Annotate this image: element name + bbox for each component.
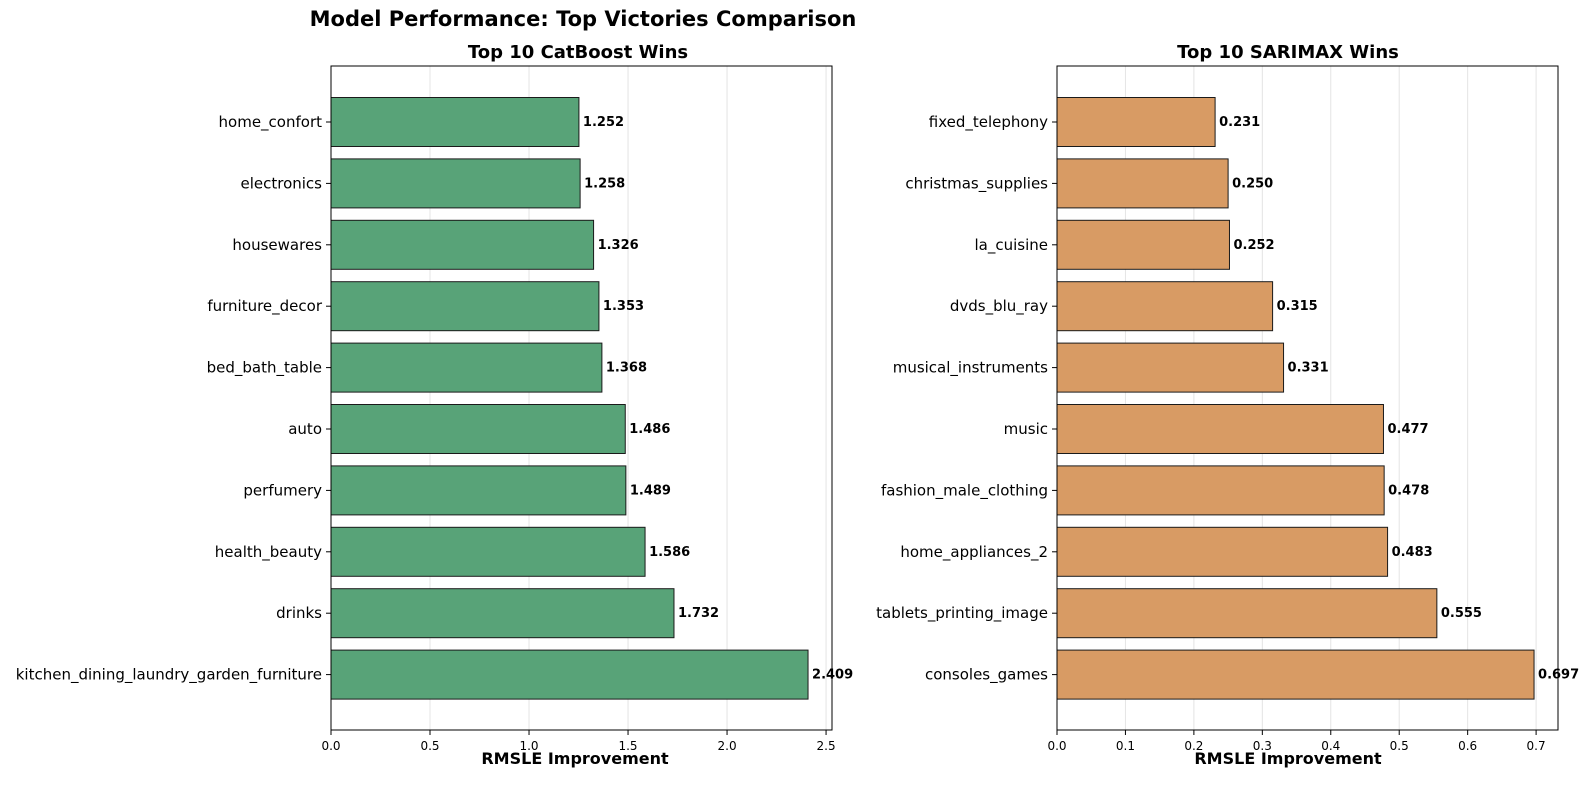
catboost-axes-frame <box>330 65 833 731</box>
sarimax-bar <box>1056 465 1385 516</box>
sarimax-axes-frame <box>1056 65 1559 731</box>
catboost-category-label: drinks <box>276 604 322 622</box>
sarimax-bar <box>1056 526 1389 577</box>
catboost-bar <box>330 465 627 516</box>
sarimax-value-label: 0.315 <box>1277 299 1318 314</box>
catboost-panel: Top 10 CatBoost Wins 1.252 1.258 1.326 1.35… <box>16 42 853 768</box>
sarimax-value-label: 0.250 <box>1232 176 1273 191</box>
catboost-bar <box>330 342 603 393</box>
sarimax-bar <box>1056 158 1229 209</box>
catboost-x-tick-label: 1.5 <box>618 739 637 753</box>
catboost-x-tick-label: 1.0 <box>519 739 538 753</box>
sarimax-x-ticks: 0.0 0.1 0.2 0.3 0.4 0.5 0.6 0.7 <box>1047 730 1546 753</box>
catboost-category-label: housewares <box>232 236 322 254</box>
catboost-value-label: 1.326 <box>598 238 639 253</box>
sarimax-bar <box>1056 97 1216 147</box>
catboost-category-label: kitchen_dining_laundry_garden_furniture <box>16 666 322 685</box>
sarimax-value-label: 0.483 <box>1392 545 1433 560</box>
catboost-category-label: health_beauty <box>215 543 322 562</box>
sarimax-category-labels: fixed_telephony christmas_supplies la_cuis… <box>876 113 1057 685</box>
sarimax-category-label: musical_instruments <box>893 359 1048 378</box>
sarimax-bar <box>1056 219 1230 270</box>
sarimax-value-labels: 0.231 0.250 0.252 0.315 0.331 0.477 0.478 0.483… <box>1219 115 1579 683</box>
catboost-bar <box>330 281 600 332</box>
catboost-category-label: perfumery <box>243 481 322 499</box>
catboost-category-label: home_confort <box>219 113 323 132</box>
sarimax-category-label: tablets_printing_image <box>876 604 1048 623</box>
catboost-category-label: auto <box>288 420 322 438</box>
sarimax-category-label: consoles_games <box>925 666 1048 685</box>
catboost-bar <box>330 219 595 270</box>
catboost-bar <box>330 97 580 147</box>
catboost-value-label: 1.732 <box>678 606 719 621</box>
catboost-bar <box>330 526 646 577</box>
sarimax-value-label: 0.331 <box>1288 361 1329 376</box>
sarimax-value-label: 0.231 <box>1219 115 1260 130</box>
sarimax-bar <box>1056 404 1384 454</box>
sarimax-value-label: 0.252 <box>1233 238 1274 253</box>
sarimax-x-tick-label: 0.0 <box>1047 739 1066 753</box>
sarimax-category-label: music <box>1004 420 1048 438</box>
catboost-value-label: 1.252 <box>583 115 624 130</box>
figure-suptitle: Model Performance: Top Victories Compari… <box>310 7 857 31</box>
sarimax-bar <box>1056 281 1274 332</box>
catboost-value-label: 1.489 <box>630 483 671 498</box>
catboost-x-tick-label: 2.5 <box>817 739 836 753</box>
sarimax-bar <box>1056 649 1535 700</box>
sarimax-x-tick-label: 0.6 <box>1458 739 1477 753</box>
catboost-category-label: furniture_decor <box>207 297 322 316</box>
sarimax-x-tick-label: 0.4 <box>1321 739 1340 753</box>
sarimax-category-label: christmas_supplies <box>905 174 1048 193</box>
catboost-category-label: electronics <box>240 174 322 192</box>
catboost-bars <box>330 97 809 700</box>
catboost-x-axis-label: RMSLE Improvement <box>481 749 669 768</box>
sarimax-category-label: home_appliances_2 <box>900 543 1048 562</box>
catboost-category-labels: home_confort electronics housewares furnitu… <box>16 113 331 685</box>
catboost-panel-title: Top 10 CatBoost Wins <box>468 42 688 63</box>
sarimax-x-tick-label: 0.1 <box>1116 739 1135 753</box>
catboost-category-label: bed_bath_table <box>207 359 322 378</box>
catboost-value-label: 2.409 <box>812 668 853 683</box>
catboost-value-label: 1.353 <box>603 299 644 314</box>
catboost-x-tick-label: 2.0 <box>718 739 737 753</box>
sarimax-panel: Top 10 SARIMAX Wins 0.231 0.250 0.252 0.315… <box>876 42 1579 768</box>
sarimax-value-label: 0.555 <box>1441 606 1482 621</box>
catboost-bar <box>330 588 675 639</box>
catboost-value-label: 1.586 <box>649 545 690 560</box>
sarimax-category-label: dvds_blu_ray <box>950 297 1048 316</box>
catboost-value-labels: 1.252 1.258 1.326 1.353 1.368 1.486 1.489 1.586… <box>583 115 853 683</box>
catboost-value-label: 1.486 <box>629 422 670 437</box>
catboost-bar <box>330 649 809 700</box>
catboost-value-label: 1.368 <box>606 361 647 376</box>
sarimax-x-axis-label: RMSLE Improvement <box>1194 749 1382 768</box>
sarimax-bar <box>1056 588 1438 639</box>
sarimax-x-tick-label: 0.7 <box>1527 739 1546 753</box>
sarimax-x-tick-label: 0.2 <box>1184 739 1203 753</box>
sarimax-category-label: fashion_male_clothing <box>881 481 1048 500</box>
catboost-x-tick-label: 0.0 <box>321 739 340 753</box>
catboost-bar <box>330 158 581 209</box>
sarimax-x-tick-label: 0.3 <box>1253 739 1272 753</box>
sarimax-panel-title: Top 10 SARIMAX Wins <box>1177 42 1399 63</box>
sarimax-value-label: 0.477 <box>1387 422 1428 437</box>
sarimax-category-label: fixed_telephony <box>929 113 1048 132</box>
catboost-x-ticks: 0.0 0.5 1.0 1.5 2.0 2.5 <box>321 730 836 753</box>
catboost-x-tick-label: 0.5 <box>420 739 439 753</box>
sarimax-x-tick-label: 0.5 <box>1390 739 1409 753</box>
sarimax-category-label: la_cuisine <box>975 236 1049 255</box>
sarimax-bar <box>1056 342 1285 393</box>
sarimax-bars <box>1056 97 1535 700</box>
catboost-bar <box>330 404 626 454</box>
sarimax-value-label: 0.697 <box>1538 668 1579 683</box>
catboost-value-label: 1.258 <box>584 176 625 191</box>
sarimax-value-label: 0.478 <box>1388 483 1429 498</box>
